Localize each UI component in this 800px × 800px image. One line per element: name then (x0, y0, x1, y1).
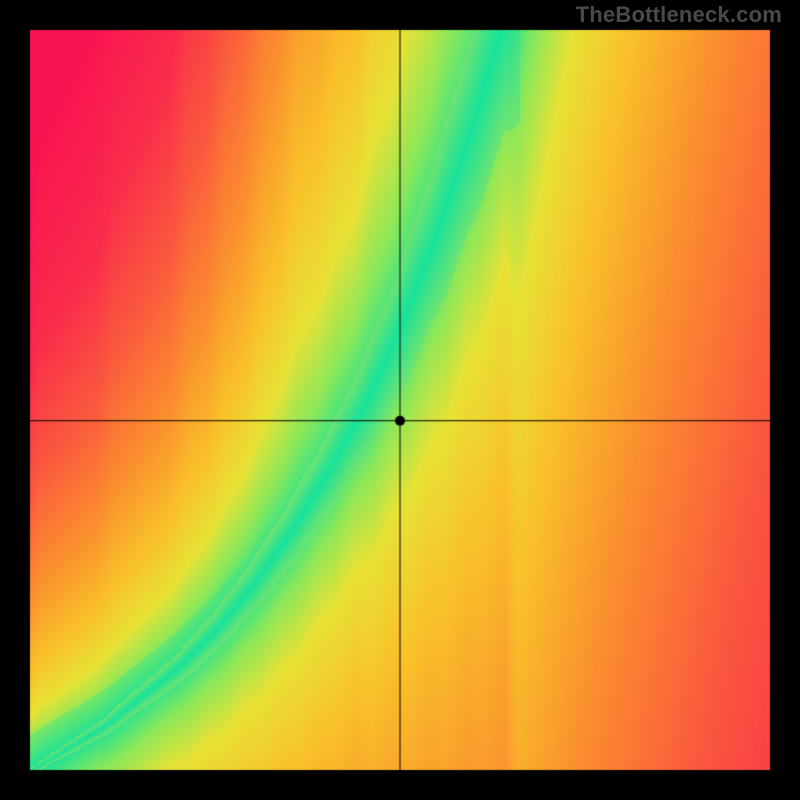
heatmap-canvas (0, 0, 800, 800)
chart-container: TheBottleneck.com (0, 0, 800, 800)
watermark-text: TheBottleneck.com (576, 2, 782, 28)
